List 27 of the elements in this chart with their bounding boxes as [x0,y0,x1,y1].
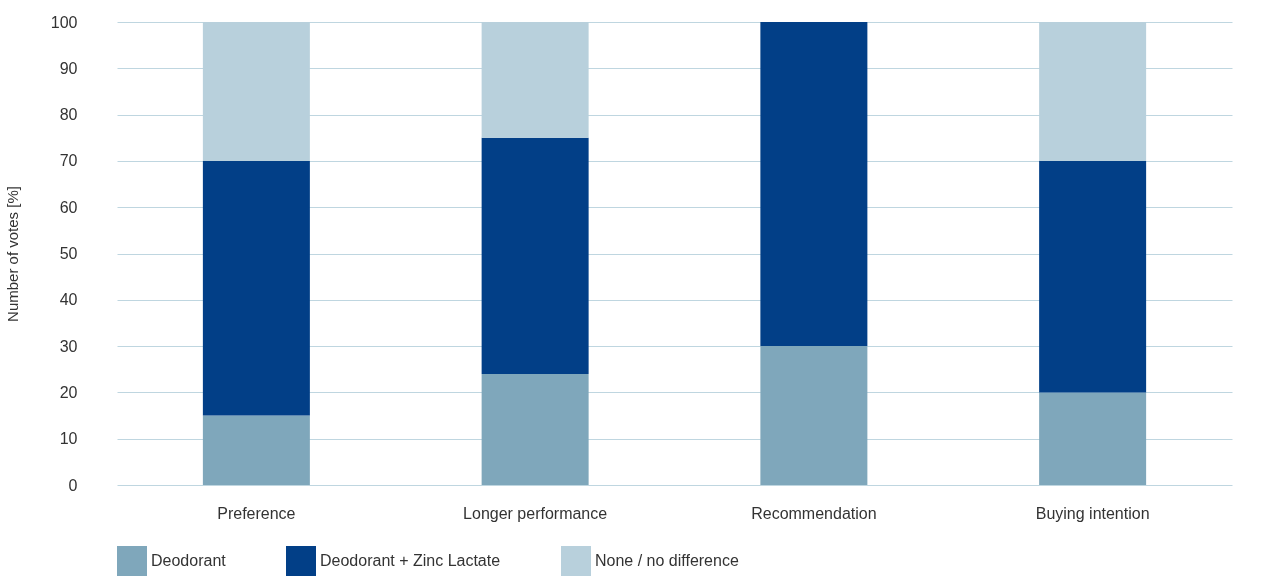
y-tick-label: 70 [59,152,78,170]
x-tick-label: Longer performance [463,504,608,522]
y-tick-label: 60 [59,198,78,216]
y-tick-label: 80 [59,106,78,124]
bar [202,415,310,485]
bar [1039,392,1147,485]
y-tick-label: 10 [59,430,78,448]
y-tick-label: 0 [68,476,78,494]
bar [760,346,868,485]
y-tick-label: 50 [59,245,78,262]
y-axis-title: Number of votes [%] [3,186,21,322]
bar [202,160,310,416]
bar [481,137,589,374]
y-tick-label: 20 [59,383,78,401]
x-tick-label: Buying intention [1035,504,1150,522]
legend-label: Deodorant [151,552,227,569]
legend-label: Deodorant + Zinc Lactate [320,552,501,569]
x-tick-label: Preference [217,504,296,522]
y-tick-label: 40 [59,291,78,309]
bar [760,22,868,347]
y-tick-label: 100 [50,13,78,31]
bar [1039,160,1147,393]
y-tick-label: 90 [59,59,78,77]
legend-label: None / no difference [595,552,739,569]
y-tick-label: 30 [59,337,78,355]
x-tick-label: Recommendation [751,504,877,522]
bar [481,373,589,485]
